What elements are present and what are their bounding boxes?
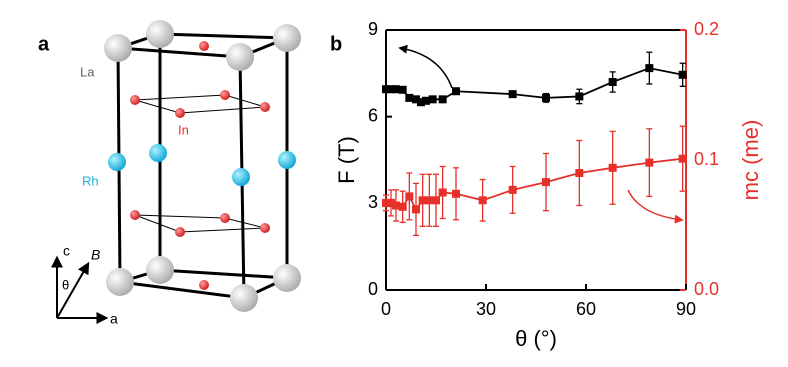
- marker: [382, 198, 390, 207]
- panel-label: b: [330, 33, 342, 55]
- x-tick-label: 0: [381, 299, 391, 319]
- atom-label: In: [178, 122, 189, 137]
- marker: [425, 196, 434, 205]
- marker: [678, 154, 687, 163]
- atom-label: Rh: [82, 173, 99, 188]
- marker: [398, 85, 407, 94]
- x-tick-label: 60: [576, 299, 596, 319]
- x-tick-label: 90: [676, 299, 696, 319]
- marker: [438, 95, 447, 104]
- marker: [398, 202, 407, 211]
- y2-tick-label: 0.1: [694, 149, 719, 169]
- panel-label: a: [38, 33, 50, 55]
- x-axis-label: θ (°): [515, 326, 557, 351]
- atom-label: La: [80, 64, 95, 79]
- axis-label: a: [110, 311, 118, 327]
- marker: [508, 185, 517, 194]
- marker: [452, 189, 460, 198]
- marker: [417, 98, 425, 107]
- marker: [678, 70, 687, 79]
- axis-label: B: [91, 247, 100, 263]
- y-tick-label: 0: [368, 279, 378, 299]
- marker: [438, 188, 447, 197]
- marker: [387, 85, 395, 94]
- annotation-arrow: [398, 44, 453, 89]
- annotation-arrow: [627, 189, 684, 224]
- marker: [387, 198, 395, 207]
- marker: [645, 158, 654, 167]
- marker: [382, 85, 390, 94]
- marker: [422, 96, 430, 105]
- marker: [428, 95, 437, 104]
- marker: [392, 85, 400, 94]
- atoms: [104, 20, 301, 312]
- marker: [575, 92, 584, 101]
- marker: [608, 163, 617, 172]
- marker: [575, 169, 584, 177]
- marker: [412, 205, 420, 214]
- axes-diagram: [51, 255, 109, 324]
- marker: [418, 196, 427, 205]
- marker: [478, 196, 487, 205]
- y2-tick-label: 0.0: [694, 279, 719, 299]
- marker: [542, 93, 550, 102]
- axis-label: θ: [62, 277, 69, 292]
- axis-label: c: [63, 243, 70, 259]
- marker: [412, 95, 420, 104]
- y-tick-label: 3: [368, 192, 378, 212]
- crystal-structure: [116, 32, 289, 300]
- marker: [508, 90, 517, 99]
- y-tick-label: 6: [368, 105, 378, 125]
- y2-tick-label: 0.2: [694, 19, 719, 39]
- y2-axis-label: mc (me): [738, 120, 763, 201]
- marker: [608, 78, 617, 86]
- marker: [542, 178, 550, 187]
- y-axis-label: F (T): [334, 136, 359, 184]
- y-tick-label: 9: [368, 19, 378, 39]
- x-tick-label: 30: [476, 299, 496, 319]
- marker: [392, 201, 400, 210]
- marker: [452, 87, 460, 96]
- marker: [405, 93, 414, 102]
- marker: [405, 192, 414, 201]
- marker: [432, 196, 440, 205]
- marker: [645, 64, 654, 73]
